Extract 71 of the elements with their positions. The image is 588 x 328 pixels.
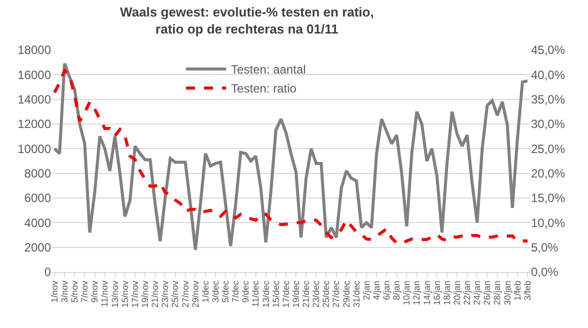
legend-label: Testen: ratio: [231, 82, 297, 96]
y2-tick-label: 25,0%: [531, 142, 566, 156]
x-tick-label: 2/jan: [361, 280, 372, 300]
y2-tick-label: 40,0%: [531, 68, 566, 82]
x-tick-label: 29/nov: [190, 280, 200, 308]
y-tick-label: 10000: [18, 142, 52, 156]
x-tick-label: 1/nov: [49, 280, 60, 303]
x-tick-label: 23/dec: [311, 280, 322, 308]
y-tick-label: 14000: [18, 92, 52, 107]
x-tick-label: 7/nov: [80, 280, 90, 303]
legend-label: Testen: aantal: [231, 62, 306, 77]
x-tick-label: 9/nov: [90, 280, 100, 303]
x-tick-label: 17/dec: [280, 280, 291, 308]
x-tick-label: 18/jan: [442, 280, 452, 306]
chart-title: Waals gewest: evolutie-% testen en ratio, ratio op de rechteras na 01/11: [120, 4, 374, 36]
x-tick-label: 9/dec: [240, 280, 251, 303]
y-tick-label: 12000: [18, 117, 52, 132]
x-tick-label: 3/nov: [60, 280, 70, 303]
x-tick-label: 10/jan: [402, 280, 412, 306]
y-tick-label: 16000: [18, 68, 52, 82]
x-tick-label: 29/dec: [341, 280, 352, 308]
y-tick-label: 6000: [24, 191, 52, 206]
x-tick-label: 21/nov: [150, 280, 160, 308]
x-tick-label: 6/jan: [382, 280, 392, 300]
x-tick-label: 13/dec: [260, 280, 271, 308]
y2-tick-label: 20,0%: [531, 166, 566, 181]
x-tick-label: 16/jan: [432, 280, 442, 306]
x-tick-label: 17/nov: [130, 280, 140, 308]
x-tick-label: 22/jan: [462, 280, 472, 306]
y-tick-label: 4000: [24, 216, 52, 230]
x-tick-label: 8/jan: [392, 280, 402, 300]
y2-tick-label: 45,0%: [531, 43, 566, 58]
x-tick-label: 28/jan: [492, 280, 502, 306]
x-tick-label: 4/jan: [371, 280, 382, 300]
x-tick-label: 20/jan: [452, 280, 462, 306]
x-tick-label: 19/dec: [290, 280, 301, 308]
x-tick-label: 21/dec: [301, 280, 312, 308]
x-tick-label: 19/nov: [140, 280, 150, 308]
x-tick-label: 7/dec: [230, 280, 241, 303]
x-tick-label: 14/jan: [422, 280, 432, 306]
x-tick-label: 27/nov: [180, 280, 190, 308]
x-tick-label: 3/feb: [522, 280, 532, 301]
x-tick-label: 15/nov: [120, 280, 130, 308]
x-tick-label: 5/dec: [220, 280, 231, 303]
x-tick-label: 23/nov: [160, 280, 170, 308]
x-tick-label: 25/dec: [321, 280, 332, 308]
y-tick-label: 18000: [18, 43, 52, 58]
y2-tick-label: 10,0%: [531, 216, 566, 230]
x-tick-label: 1/dec: [200, 280, 210, 303]
x-tick-label: 3/dec: [210, 280, 220, 303]
y-tick-label: 2000: [24, 240, 52, 255]
y-tick-label: 8000: [24, 166, 52, 181]
y2-tick-label: 30,0%: [531, 117, 566, 132]
x-tick-label: 27/dec: [331, 280, 342, 308]
x-tick-label: 30/jan: [502, 280, 512, 306]
x-tick-label: 25/nov: [170, 280, 180, 308]
y2-tick-label: 5,0%: [531, 240, 559, 255]
x-tick-label: 31/dec: [351, 280, 362, 308]
x-tick-label: 13/nov: [110, 280, 120, 308]
y2-tick-label: 0,0%: [531, 265, 559, 280]
x-tick-label: 26/jan: [482, 280, 492, 306]
x-tick-label: 11/dec: [250, 280, 261, 307]
x-tick-label: 15/dec: [270, 280, 281, 308]
y2-tick-label: 15,0%: [531, 191, 566, 206]
y-tick-label: 0: [44, 265, 52, 280]
y2-tick-label: 35,0%: [531, 92, 566, 107]
x-tick-label: 5/nov: [70, 280, 80, 303]
x-tick-label: 1/feb: [512, 280, 522, 301]
x-tick-label: 24/jan: [472, 280, 482, 306]
x-tick-label: 12/jan: [412, 280, 422, 306]
x-tick-label: 11/nov: [100, 280, 110, 307]
